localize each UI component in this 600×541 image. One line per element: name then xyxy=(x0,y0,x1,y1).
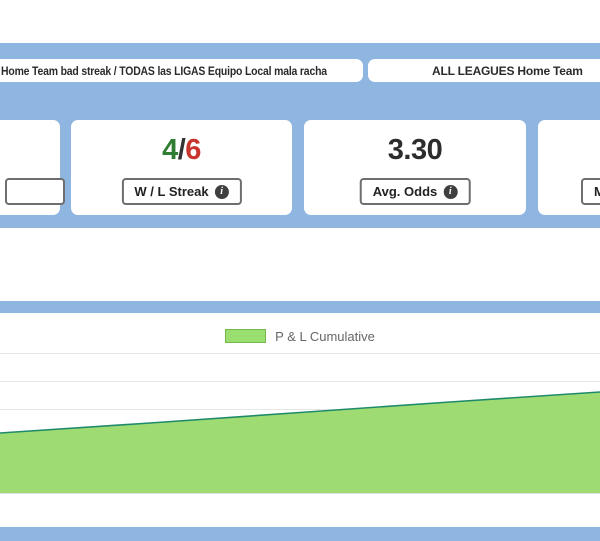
chart-gridline xyxy=(0,353,600,354)
tab-strategy-next-label: ALL LEAGUES Home Team xyxy=(432,63,583,78)
avg-odds-label: Avg. Odds xyxy=(372,184,438,199)
info-icon[interactable]: i xyxy=(443,184,458,199)
stat-card-wl-streak: 4/6 W / L Streak i xyxy=(71,120,292,215)
wl-streak-value: 4/6 xyxy=(71,134,292,167)
wl-streak-label: W / L Streak xyxy=(134,184,209,199)
wl-streak-label-box[interactable]: W / L Streak i xyxy=(121,178,242,205)
wl-streak-separator: / xyxy=(177,134,186,166)
wl-streak-losses: 6 xyxy=(185,134,201,166)
chart-gridline xyxy=(0,409,600,410)
divider-blue-band xyxy=(0,301,600,313)
pl-area-series xyxy=(0,391,600,493)
info-icon[interactable]: i xyxy=(214,184,229,199)
wl-streak-wins: 4 xyxy=(162,134,178,166)
avg-odds-value: 3.30 xyxy=(387,134,443,166)
tab-strategy-next[interactable]: ALL LEAGUES Home Team xyxy=(368,59,600,82)
stat-card-partial-right: M xyxy=(538,120,600,215)
pl-cumulative-chart xyxy=(0,345,600,495)
chart-legend[interactable]: P & L Cumulative xyxy=(0,328,600,344)
bottom-blue-band xyxy=(0,527,600,541)
legend-label: P & L Cumulative xyxy=(275,328,375,344)
legend-swatch-icon xyxy=(225,329,267,343)
partial-right-label-fragment: M xyxy=(594,184,600,199)
chart-baseline xyxy=(0,493,600,494)
tab-strategy-current-label: Home Team bad streak / TODAS las LIGAS E… xyxy=(1,63,327,78)
avg-odds-label-box[interactable]: Avg. Odds i xyxy=(359,178,471,205)
stat-label-box-fragment xyxy=(5,178,65,205)
tab-strategy-current[interactable]: Home Team bad streak / TODAS las LIGAS E… xyxy=(0,59,363,82)
stat-card-partial-left xyxy=(0,120,65,215)
chart-gridline xyxy=(0,381,600,382)
partial-right-label-box[interactable]: M xyxy=(581,178,600,205)
stat-card-avg-odds: 3.30 Avg. Odds i xyxy=(304,120,526,215)
